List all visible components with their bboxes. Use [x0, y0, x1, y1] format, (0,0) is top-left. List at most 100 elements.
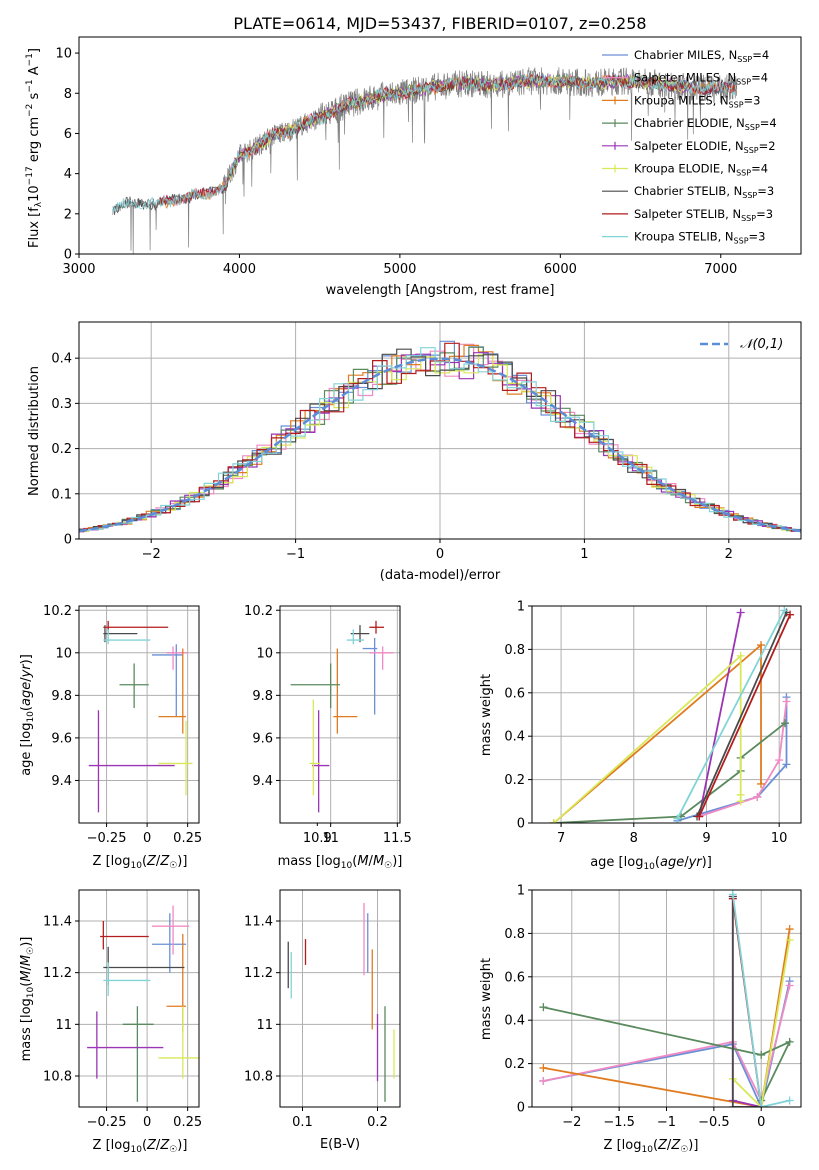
- spectrum-xtick-label: 7000: [704, 262, 737, 277]
- age-vs-Z-xtick-label: 0: [143, 831, 151, 846]
- model-spectrum-line: [112, 73, 737, 213]
- legend-label: Salpeter MILES, NSSP=4: [634, 71, 768, 87]
- spectrum-legend: Chabrier MILES, NSSP=4 Salpeter MILES, NS…: [602, 48, 777, 246]
- age-vs-Z-ticks: −0.25 0 0.25 9.4 9.6 9.8 10 10.2: [43, 604, 202, 846]
- weight-vs-Z-ytick-label: 0.8: [504, 927, 525, 942]
- weight-point: [775, 756, 784, 765]
- weight-vs-Z-ylabel: mass weight: [479, 958, 494, 1040]
- mass-vs-Z-plot-area: −0.25 0 0.25 10.8 11 11.2 11.4: [43, 889, 202, 1130]
- weight-line: [698, 612, 742, 817]
- weight-point: [780, 606, 789, 615]
- residuals-xtick-label: −1: [286, 547, 305, 562]
- weight-point: [736, 790, 745, 799]
- residuals-frame: [78, 321, 802, 540]
- residuals-xtick-label: 1: [580, 547, 588, 562]
- age-vs-mass-xtick-label: 11.5: [383, 831, 412, 846]
- legend-label: Chabrier MILES, NSSP=4: [634, 48, 769, 64]
- weight-line: [553, 653, 742, 823]
- weight-point: [757, 1103, 766, 1107]
- age-vs-Z-xtick-label: 0.25: [173, 831, 202, 846]
- weight-point: [539, 1003, 548, 1012]
- age-vs-mass-ticks: 11 11.5 10.9 9.4 9.6 9.8 10 10.2: [244, 604, 412, 846]
- mass-vs-Z-xtick-label: 0.25: [173, 1115, 202, 1130]
- weight-line: [698, 614, 791, 817]
- age-vs-Z-ytick-label: 9.8: [51, 689, 72, 704]
- weight-vs-age-ytick-label: 0.4: [504, 730, 525, 745]
- weight-line: [732, 939, 791, 1107]
- residuals-xlabel: (data-model)/error: [380, 568, 501, 583]
- age-vs-Z-xlabel: Z [log10(Z/Z☉)]: [93, 854, 188, 871]
- age-vs-Z-xtick-label: −0.25: [87, 831, 127, 846]
- weight-vs-age-xlabel: age [log10(age/yr)]: [590, 855, 712, 872]
- weight-point: [757, 641, 766, 650]
- spectrum-xtick-label: 6000: [544, 262, 577, 277]
- age-vs-Z-errorbars: [88, 620, 193, 813]
- residuals-ytick-label: 0.2: [51, 442, 72, 457]
- mass-vs-ebv-plot-area: 0.1 0.2 10.8 11 11.2 11.4: [244, 889, 401, 1130]
- mass-vs-ebv-errorbars: [287, 902, 395, 1102]
- weight-vs-age-ytick-label: 0.8: [504, 643, 525, 658]
- mass-vs-ebv-ytick-label: 10.8: [244, 1070, 273, 1085]
- weight-point: [781, 719, 790, 728]
- weight-point: [728, 890, 737, 899]
- spectrum-ticks: 3000 4000 5000 6000 7000 0 2 4 6 8 10: [55, 47, 737, 277]
- weight-vs-age-lines: [549, 606, 795, 823]
- weight-vs-age-plot-area: 7 8 9 10 0 0.2 0.4 0.6 0.8 1: [504, 600, 802, 846]
- residuals-ytick-label: 0.4: [51, 352, 72, 367]
- age-vs-mass-ytick-label: 10.2: [244, 604, 273, 619]
- age-vs-mass-frame: [279, 605, 401, 824]
- legend-label: Kroupa MILES, NSSP=3: [634, 93, 760, 109]
- residuals-xtick-label: 2: [725, 547, 733, 562]
- mass-vs-ebv-xlabel: E(B-V): [320, 1137, 360, 1152]
- weight-point: [695, 812, 704, 821]
- mass-vs-ebv-xtick-label: 0.2: [367, 1115, 388, 1130]
- weight-vs-Z-ticks: −2 −1.5 −1 −0.5 0 0 0.2 0.4 0.6 0.8 1: [504, 884, 801, 1130]
- spectrum-ytick-label: 2: [64, 207, 72, 222]
- residuals-legend: 𝒩(0,1): [700, 337, 783, 352]
- weight-point: [782, 697, 791, 706]
- weight-vs-age-frame: [531, 605, 802, 824]
- weight-vs-Z-xtick-label: −0.5: [698, 1115, 730, 1130]
- legend-label: Kroupa ELODIE, NSSP=4: [634, 162, 768, 178]
- age-vs-Z-plot-area: −0.25 0 0.25 9.4 9.6 9.8 10 10.2: [43, 604, 202, 846]
- normal-legend-label: 𝒩(0,1): [740, 337, 783, 352]
- mass-vs-ebv-frame: [279, 889, 401, 1108]
- weight-point: [782, 760, 791, 769]
- weight-point: [785, 1096, 794, 1105]
- residuals-ytick-label: 0: [64, 533, 72, 548]
- mass-vs-Z-frame: [78, 889, 200, 1108]
- age-vs-mass-panel: 11 11.5 10.9 9.4 9.6 9.8 10 10.2 mass [log10(M/…: [244, 604, 412, 871]
- weight-vs-Z-ytick-label: 0.4: [504, 1014, 525, 1029]
- mass-vs-ebv-ticks: 0.1 0.2 10.8 11 11.2 11.4: [244, 890, 400, 1130]
- weight-vs-Z-ytick-label: 0.2: [504, 1057, 525, 1072]
- weight-point: [753, 792, 762, 801]
- weight-point: [728, 1103, 737, 1107]
- weight-point: [757, 779, 766, 788]
- weight-line: [677, 697, 788, 822]
- age-vs-Z-frame: [78, 605, 200, 824]
- mass-vs-Z-xtick-label: 0: [143, 1115, 151, 1130]
- age-vs-mass-ytick-label: 10: [256, 646, 273, 661]
- weight-vs-Z-xtick-label: −2: [562, 1115, 581, 1130]
- weight-vs-Z-ytick-label: 0: [517, 1101, 525, 1116]
- residual-histogram: [79, 347, 801, 532]
- mass-vs-Z-ylabel: mass [log10(M/M☉)]: [19, 937, 36, 1062]
- legend-label: Chabrier ELODIE, NSSP=4: [634, 116, 777, 132]
- mass-vs-ebv-ytick-label: 11: [256, 1018, 273, 1033]
- weight-vs-age-ytick-label: 1: [517, 600, 525, 615]
- weight-line: [696, 612, 788, 817]
- age-vs-mass-minor-xtick-label: 10.9: [303, 831, 332, 846]
- mass-vs-Z-panel: −0.25 0 0.25 10.8 11 11.2 11.4 Z [log10(Z/Z☉)]…: [19, 889, 202, 1155]
- weight-vs-age-xtick-label: 10: [771, 831, 788, 846]
- spectrum-xtick-label: 4000: [223, 262, 256, 277]
- residuals-plot-area: −2 −1 0 1 2 0 0.1 0.2 0.3 0.4: [51, 321, 802, 562]
- weight-vs-Z-xtick-label: −1.5: [603, 1115, 635, 1130]
- age-vs-Z-ytick-label: 9.4: [51, 774, 72, 789]
- residual-hists: [79, 340, 801, 534]
- mass-vs-Z-xtick-label: −0.25: [87, 1115, 127, 1130]
- weight-point: [785, 925, 794, 934]
- weight-line: [731, 896, 762, 1107]
- weight-point: [736, 651, 745, 660]
- weight-point: [785, 981, 794, 990]
